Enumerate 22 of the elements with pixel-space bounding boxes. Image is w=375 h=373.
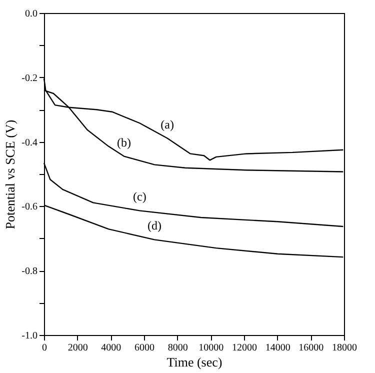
x-axis-title: Time (sec) <box>166 354 222 370</box>
x-tick-label: 4000 <box>101 342 122 354</box>
series-label: (b) <box>117 135 131 150</box>
y-tick-label: -0.6 <box>22 202 38 213</box>
x-tick-label: 0 <box>42 342 47 354</box>
x-tick-label: 18000 <box>332 342 357 354</box>
y-axis-title: Potential vs SCE (V) <box>2 120 18 230</box>
x-tick-label: 16000 <box>298 342 324 354</box>
y-tick-label: 0.0 <box>25 8 38 20</box>
series-label: (d) <box>148 218 162 233</box>
x-tick-label: 8000 <box>168 342 188 354</box>
x-tick-label: 10000 <box>198 342 224 354</box>
y-tick-label: -0.4 <box>22 137 38 148</box>
y-tick-label: -1.0 <box>22 330 38 342</box>
x-tick-label: 12000 <box>232 342 257 354</box>
x-tick-label: 14000 <box>265 342 290 354</box>
x-tick-label: 6000 <box>134 342 154 354</box>
series-label: (c) <box>133 190 146 204</box>
series-label: (a) <box>160 117 174 132</box>
y-tick-label: -0.2 <box>22 72 38 84</box>
x-tick-label: 2000 <box>68 342 88 354</box>
y-tick-label: -0.8 <box>22 266 38 278</box>
